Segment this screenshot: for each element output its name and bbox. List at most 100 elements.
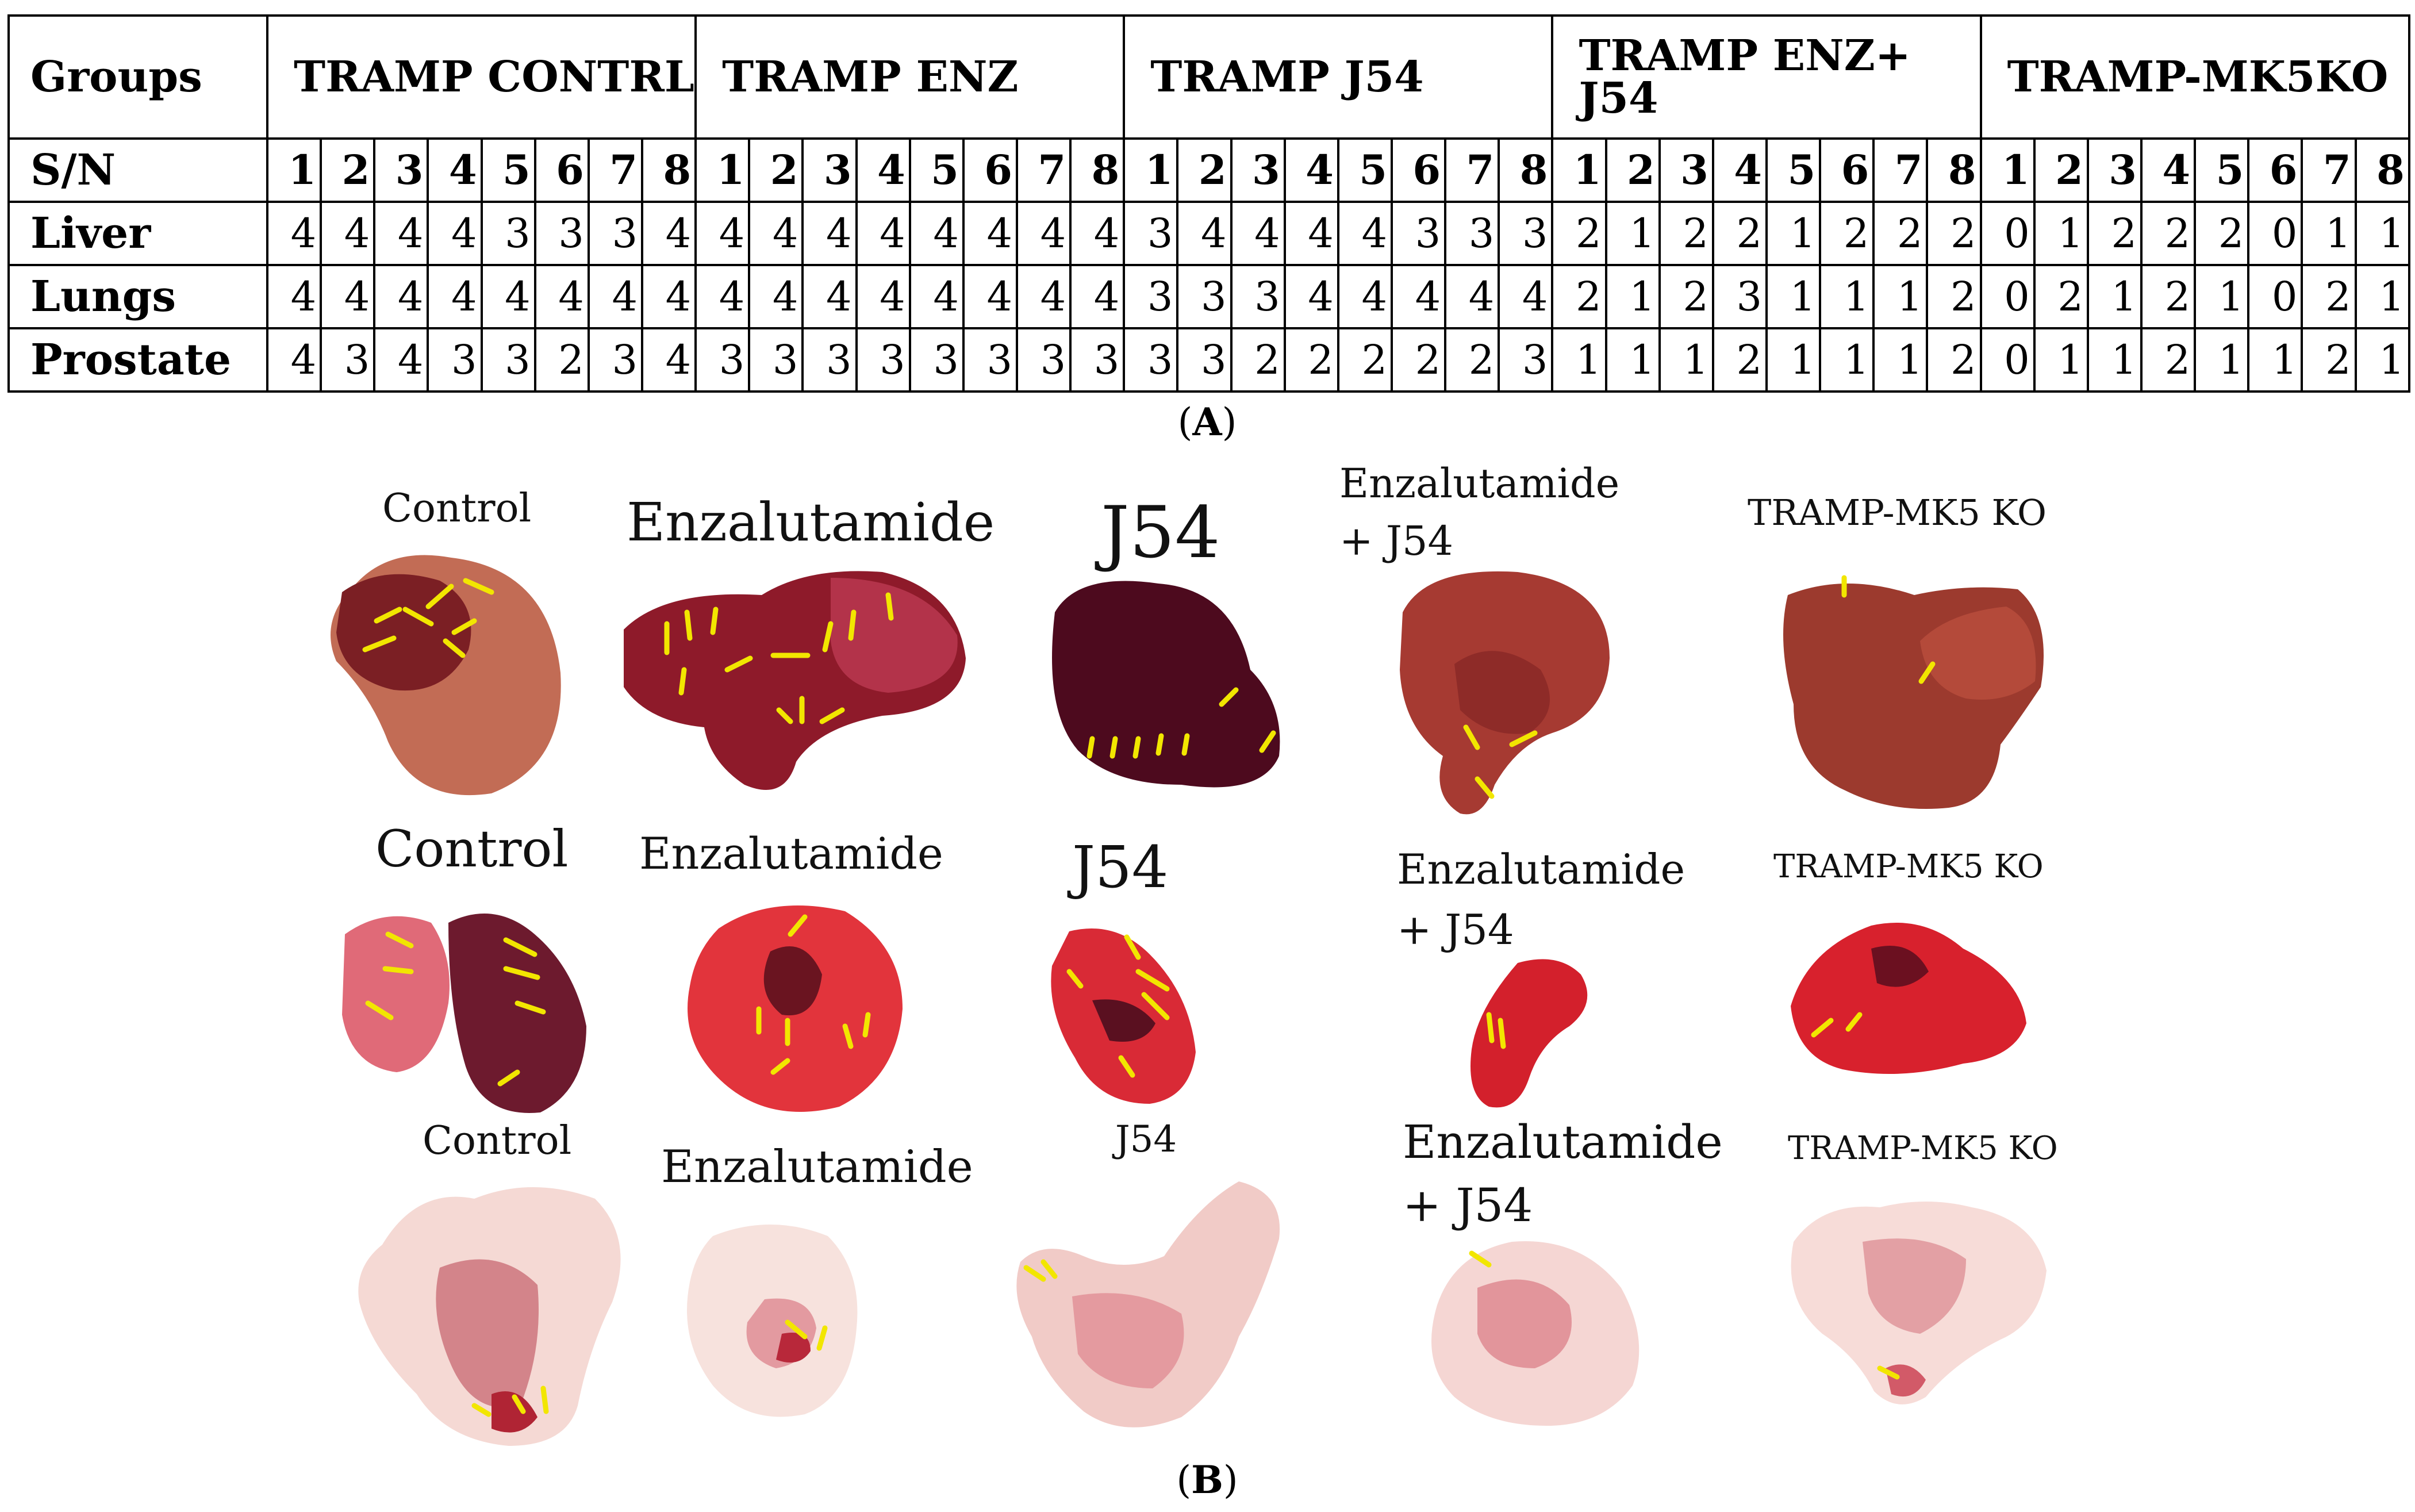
sample-number-cell: 5: [1337, 137, 1393, 204]
sample-number-cell: 6: [533, 137, 590, 204]
sample-number-cell: 6: [1390, 137, 1447, 204]
score-cell: 1: [2354, 327, 2410, 393]
sample-number-cell: 5: [2194, 137, 2250, 204]
score-cell: 3: [587, 201, 643, 267]
sample-number-cell: 2: [1176, 137, 1233, 204]
score-cell: 3: [480, 327, 536, 393]
group-header: TRAMP ENZ+ J54: [1551, 14, 1982, 140]
score-cell: 4: [908, 264, 965, 330]
sample-number-cell: 8: [2354, 137, 2410, 204]
prostate-mk5-image: [1791, 1202, 2047, 1404]
prostate-control-image: [358, 1187, 621, 1446]
label-lungs-mk5: TRAMP-MK5 KO: [1773, 848, 2044, 885]
score-cell: 3: [1123, 327, 1179, 393]
score-cell: 3: [1390, 201, 1447, 267]
score-cell: 1: [2194, 327, 2250, 393]
score-cell: 1: [2194, 264, 2250, 330]
label-prostate-control: Control: [423, 1118, 572, 1164]
score-cell: 0: [1979, 327, 2036, 393]
score-cell: 2: [2140, 327, 2197, 393]
sample-number-cell: 3: [1658, 137, 1714, 204]
score-cell: 2: [2033, 264, 2089, 330]
label-prostate-combo-line1: Enzalutamide: [1403, 1115, 1723, 1169]
liver-control-image: [331, 555, 561, 796]
sample-number-cell: 3: [801, 137, 858, 204]
sample-number-cell: 1: [266, 137, 322, 204]
group-header: TRAMP CONTRL: [266, 14, 697, 140]
lungs-j54-image: [1051, 928, 1196, 1104]
score-cell: 2: [1658, 201, 1714, 267]
score-cell: 3: [1123, 264, 1179, 330]
label-liver-enzalutamide: Enzalutamide: [627, 492, 995, 553]
sample-number-cell: 5: [480, 137, 536, 204]
lungs-control-image: [342, 914, 586, 1113]
sample-number-cell: 4: [1283, 137, 1339, 204]
score-cell: 4: [962, 201, 1019, 267]
score-cell: 0: [2247, 201, 2303, 267]
label-lungs-enzalutamide: Enzalutamide: [639, 828, 943, 879]
label-liver-mk5: TRAMP-MK5 KO: [1748, 492, 2047, 534]
score-cell: 3: [480, 201, 536, 267]
score-cell: 2: [1444, 327, 1500, 393]
score-cell: 2: [1230, 327, 1286, 393]
score-cell: 1: [2033, 201, 2089, 267]
score-cell: 2: [1283, 327, 1339, 393]
header-row: Groups TRAMP CONTRL TRAMP ENZ TRAMP J54 TRAM…: [7, 14, 2410, 140]
panel-b-caption: (B): [1176, 1457, 1238, 1502]
group-header: TRAMP-MK5KO: [1979, 14, 2410, 140]
score-cell: 1: [2354, 201, 2410, 267]
score-cell: 2: [1658, 264, 1714, 330]
score-cell: 1: [1872, 327, 1929, 393]
score-cell: 4: [1390, 264, 1447, 330]
label-lungs-control: Control: [375, 819, 569, 878]
liver-enzalutamide-image: [624, 571, 966, 790]
row-label-groups: Groups: [7, 14, 268, 140]
score-cell: 4: [640, 264, 697, 330]
score-cell: 4: [801, 264, 858, 330]
sample-number-cell: 2: [748, 137, 804, 204]
lungs-enzalutamide-image: [688, 905, 903, 1112]
score-cell: 1: [1604, 327, 1661, 393]
score-cell: 3: [587, 327, 643, 393]
label-lungs-combo-line1: Enzalutamide: [1397, 845, 1685, 893]
score-cell: 3: [748, 327, 804, 393]
score-cell: 2: [1926, 264, 1982, 330]
group-header: TRAMP J54: [1123, 14, 1554, 140]
liver-mk5-image: [1783, 575, 2044, 809]
score-row-prostate: Prostate 4 3 4 3 3 2 3 4 3 3 3 3 3 3 3 3 3 3 2 2 2 2 2 3 1 1 1 2 1 1 1 2…: [7, 327, 2410, 393]
lungs-combo-image: [1470, 959, 1588, 1108]
score-cell: 1: [2354, 264, 2410, 330]
score-cell: 2: [2301, 264, 2357, 330]
sample-number-cell: 7: [587, 137, 643, 204]
sample-number-cell: 5: [1765, 137, 1822, 204]
score-cell: 0: [1979, 201, 2036, 267]
score-cell: 1: [1765, 327, 1822, 393]
score-cell: 4: [1337, 264, 1393, 330]
score-cell: 2: [2140, 264, 2197, 330]
sample-number-cell: 7: [1872, 137, 1929, 204]
score-cell: 4: [1176, 201, 1233, 267]
score-cell: 4: [373, 327, 429, 393]
score-cell: 4: [320, 264, 376, 330]
score-cell: 1: [1551, 327, 1607, 393]
label-liver-combo-line2: + J54: [1339, 517, 1454, 565]
score-cell: 3: [1015, 327, 1072, 393]
score-cell: 3: [1176, 264, 1233, 330]
score-cell: 1: [1604, 201, 1661, 267]
score-cell: 2: [2086, 201, 2143, 267]
score-cell: 4: [694, 201, 751, 267]
score-cell: 4: [855, 201, 911, 267]
score-cell: 4: [1015, 201, 1072, 267]
score-cell: 3: [533, 201, 590, 267]
score-cell: 4: [748, 264, 804, 330]
score-cell: 4: [427, 201, 483, 267]
score-cell: 3: [1176, 327, 1233, 393]
score-cell: 2: [1551, 264, 1607, 330]
score-cell: 3: [1498, 201, 1554, 267]
label-prostate-j54: J54: [1115, 1118, 1177, 1161]
score-cell: 3: [1444, 201, 1500, 267]
score-cell: 3: [1230, 264, 1286, 330]
score-cell: 3: [1069, 327, 1126, 393]
sample-number-row: S/N 1 2 3 4 5 6 7 8 1 2 3 4 5 6 7 8 1 2 3 4 5 6 7 8 1 2 3 4 5 6 7 8 1 2 3 4 5…: [7, 137, 2410, 204]
score-cell: 2: [1390, 327, 1447, 393]
